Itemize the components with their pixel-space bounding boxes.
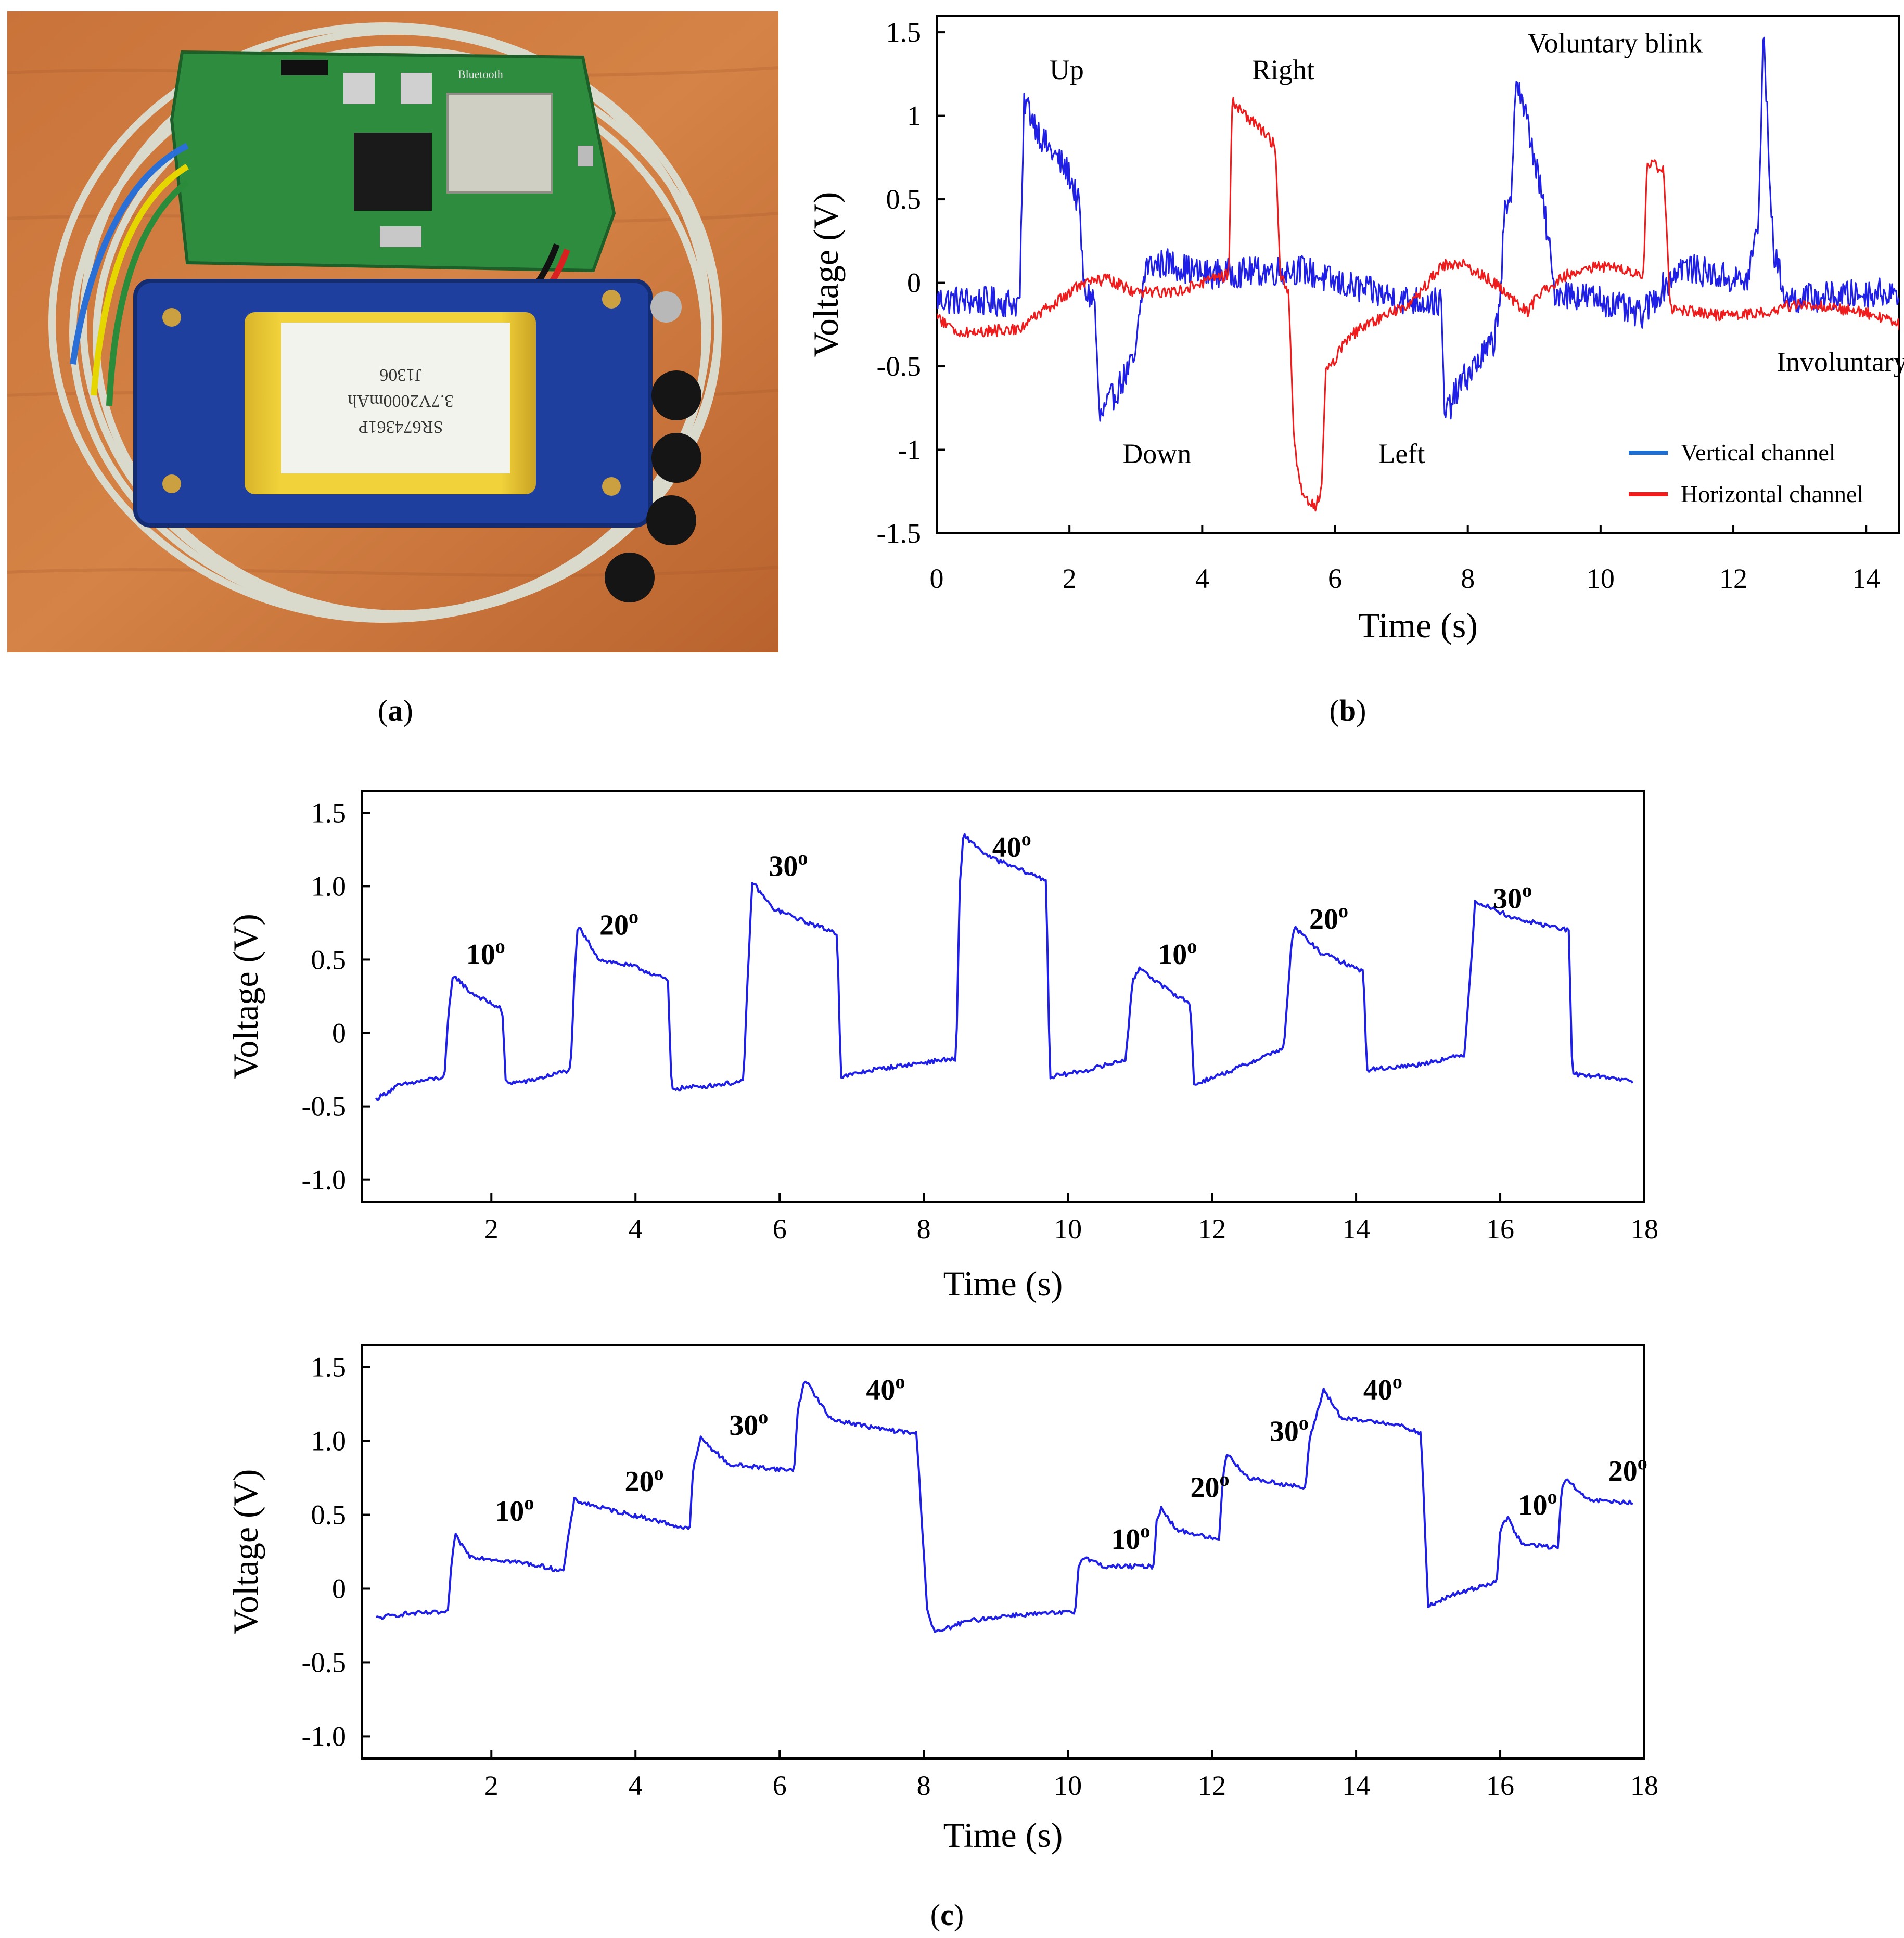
y-tick-label: 1 xyxy=(907,100,921,132)
legend-label: Horizontal channel xyxy=(1681,481,1863,507)
y-tick-label: -1.5 xyxy=(877,518,921,549)
x-tick-label: 2 xyxy=(1063,563,1077,594)
y-axis-title: Voltage (V) xyxy=(806,192,846,357)
x-tick-label: 8 xyxy=(1461,563,1475,594)
legend-label: Vertical channel xyxy=(1681,439,1836,466)
annotation-label: Left xyxy=(1378,438,1425,469)
y-tick-label: 1.5 xyxy=(886,17,922,48)
annotation-label: Involuntary blink xyxy=(1777,346,1904,378)
legend: Vertical channel Horizontal channel xyxy=(1629,439,1863,507)
x-tick-label: 0 xyxy=(930,563,944,594)
annotation-label: Up xyxy=(1050,54,1084,85)
y-tick-label: -1 xyxy=(898,434,921,466)
x-tick-label: 10 xyxy=(1587,563,1615,594)
x-tick-label: 12 xyxy=(1719,563,1747,594)
series-line-horizontal-channel xyxy=(937,97,1899,512)
x-tick-label: 6 xyxy=(1328,563,1342,594)
series-line-vertical-channel xyxy=(937,36,1899,422)
x-axis-title: Time (s) xyxy=(1358,606,1478,645)
plot-frame xyxy=(936,15,1900,534)
y-tick-label: -0.5 xyxy=(877,351,921,382)
annotation-label: Down xyxy=(1122,438,1191,469)
x-tick-label: 14 xyxy=(1852,563,1880,594)
chart-b-group: 0 2 4 6 8 10 12 14 -1.5 -1 -0.5 0 0.5 1 1.5 Time (s) Vol… xyxy=(806,15,1904,645)
y-tick-label: 0.5 xyxy=(886,184,922,215)
annotation-label: Voluntary blink xyxy=(1528,28,1703,59)
annotation-label: Right xyxy=(1252,54,1314,85)
y-tick-label: 0 xyxy=(907,267,921,299)
x-tick-label: 4 xyxy=(1195,563,1209,594)
